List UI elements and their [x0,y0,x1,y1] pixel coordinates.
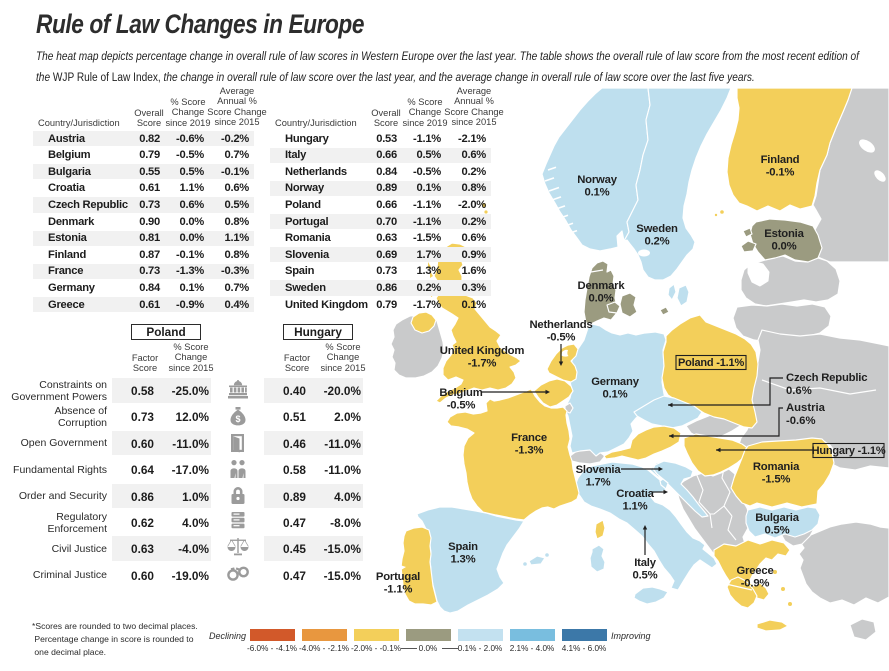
svg-text:-1.7%: -1.7% [468,358,497,370]
svg-text:Austria: Austria [786,402,826,414]
svg-text:0.2%: 0.2% [645,236,670,248]
svg-text:Poland -1.1%: Poland -1.1% [678,357,744,369]
svg-text:Bulgaria: Bulgaria [755,512,800,524]
svg-text:Finland: Finland [761,154,800,166]
svg-text:France: France [511,432,547,444]
svg-text:0.1%: 0.1% [603,389,628,401]
svg-text:-0.9%: -0.9% [741,578,770,590]
svg-text:Germany: Germany [591,376,639,388]
svg-text:0.0%: 0.0% [589,293,614,305]
svg-text:-1.5%: -1.5% [762,474,791,486]
svg-text:1.1%: 1.1% [623,501,648,513]
svg-text:0.5%: 0.5% [633,570,658,582]
svg-text:-0.1%: -0.1% [766,167,795,179]
svg-text:Spain: Spain [448,541,478,553]
svg-text:Slovenia: Slovenia [576,464,622,476]
svg-text:1.7%: 1.7% [586,477,611,489]
svg-text:-0.6%: -0.6% [786,415,816,427]
svg-text:Norway: Norway [577,174,618,186]
svg-text:Greece: Greece [736,565,773,577]
svg-text:Portugal: Portugal [376,571,420,583]
svg-text:Netherlands: Netherlands [529,319,592,331]
svg-text:-1.3%: -1.3% [515,445,544,457]
svg-text:$: $ [235,414,240,424]
svg-text:-0.5%: -0.5% [447,400,476,412]
svg-text:Italy: Italy [634,557,657,569]
svg-text:-1.1%: -1.1% [384,584,413,596]
svg-text:Hungary -1.1%: Hungary -1.1% [812,445,886,457]
svg-text:0.0%: 0.0% [772,241,797,253]
svg-text:-0.5%: -0.5% [547,332,576,344]
svg-text:Croatia: Croatia [616,488,654,500]
svg-text:Sweden: Sweden [636,223,678,235]
svg-text:0.5%: 0.5% [765,525,790,537]
svg-text:Belgium: Belgium [439,387,482,399]
svg-text:Romania: Romania [753,461,800,473]
svg-text:0.1%: 0.1% [585,187,610,199]
svg-text:Czech Republic: Czech Republic [786,372,867,384]
svg-text:Denmark: Denmark [578,280,626,292]
svg-text:Estonia: Estonia [764,228,804,240]
svg-text:1.3%: 1.3% [451,554,476,566]
svg-text:United Kingdom: United Kingdom [440,345,525,357]
svg-text:0.6%: 0.6% [786,385,812,397]
